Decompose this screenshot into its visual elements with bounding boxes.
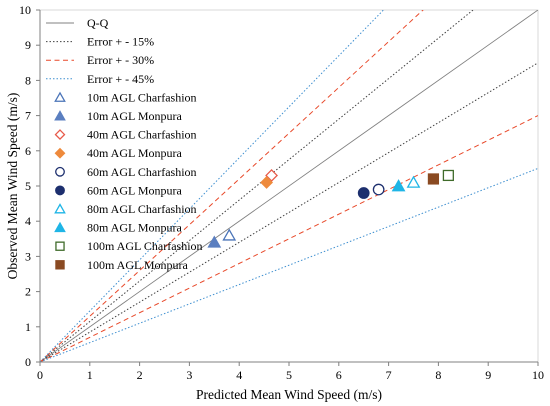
x-axis-ticks: 0 1 2 3 4 5 6 7 8 9 10 <box>37 362 544 382</box>
legend-label: Error + - 15% <box>87 35 154 49</box>
x-tick-label: 8 <box>435 368 441 382</box>
data-point <box>406 175 421 188</box>
reference-line-2-1 <box>40 115 538 362</box>
legend-label: Q-Q <box>87 16 109 30</box>
x-tick-label: 2 <box>137 368 143 382</box>
x-tick-label: 7 <box>386 368 392 382</box>
legend-marker <box>54 203 66 214</box>
legend: Q-Q Error + - 15% Error + - 30% Error + - 4… <box>46 16 203 272</box>
data-point <box>207 235 222 248</box>
data-point <box>265 169 278 182</box>
data-point <box>427 173 440 185</box>
y-tick-label: 1 <box>25 320 31 334</box>
legend-marker <box>55 241 65 251</box>
y-tick-label: 4 <box>25 214 31 228</box>
y-tick-label: 3 <box>25 249 31 263</box>
legend-label: 10m AGL Monpura <box>87 109 183 123</box>
legend-label: 80m AGL Charfashion <box>87 202 197 216</box>
x-tick-label: 3 <box>186 368 192 382</box>
x-axis-title: Predicted Mean Wind Speed (m/s) <box>196 387 382 402</box>
legend-label: 60m AGL Charfashion <box>87 165 197 179</box>
legend-marker <box>54 129 66 141</box>
reference-lines <box>40 10 538 362</box>
x-tick-label: 4 <box>236 368 242 382</box>
x-tick-label: 6 <box>336 368 342 382</box>
reference-line-1-1 <box>40 62 538 362</box>
legend-marker <box>54 147 66 159</box>
legend-label: Error + - 30% <box>87 53 154 67</box>
y-tick-label: 2 <box>25 285 31 299</box>
data-points <box>207 169 454 248</box>
y-tick-label: 9 <box>25 38 31 52</box>
reference-line-2-0 <box>40 10 424 362</box>
y-tick-label: 5 <box>25 179 31 193</box>
y-tick-label: 6 <box>25 144 31 158</box>
legend-label: 40m AGL Charfashion <box>87 128 197 142</box>
data-point <box>442 169 454 182</box>
reference-line-0-0 <box>40 10 538 362</box>
legend-label: 100m AGL Monpura <box>87 258 189 272</box>
legend-label: 10m AGL Charfashion <box>87 90 197 104</box>
data-point <box>222 228 237 241</box>
legend-label: 100m AGL Charfashion <box>87 239 203 253</box>
y-axis-ticks: 0 1 2 3 4 5 6 7 8 9 10 <box>19 3 40 369</box>
y-tick-label: 0 <box>25 355 31 369</box>
data-point <box>372 183 385 196</box>
x-tick-label: 10 <box>532 368 544 382</box>
legend-marker <box>54 110 66 121</box>
y-axis-title: Observed Mean Wind Speed (m/s) <box>5 93 20 280</box>
y-tick-label: 8 <box>25 73 31 87</box>
x-tick-label: 0 <box>37 368 43 382</box>
legend-label: 40m AGL Monpura <box>87 146 183 160</box>
legend-label: Error + - 45% <box>87 72 154 86</box>
legend-marker <box>55 260 65 270</box>
legend-marker <box>55 166 65 177</box>
x-tick-label: 1 <box>87 368 93 382</box>
data-point <box>357 187 370 199</box>
legend-marker <box>55 185 65 196</box>
legend-marker <box>54 91 66 102</box>
legend-label: 80m AGL Monpura <box>87 221 183 235</box>
y-tick-label: 10 <box>19 3 31 17</box>
legend-marker <box>54 221 66 233</box>
y-tick-label: 7 <box>25 109 31 123</box>
reference-line-3-1 <box>40 167 538 362</box>
x-tick-label: 5 <box>286 368 292 382</box>
x-tick-label: 9 <box>485 368 491 382</box>
legend-label: 60m AGL Monpura <box>87 183 183 197</box>
data-point <box>391 179 406 192</box>
data-point <box>260 176 274 189</box>
